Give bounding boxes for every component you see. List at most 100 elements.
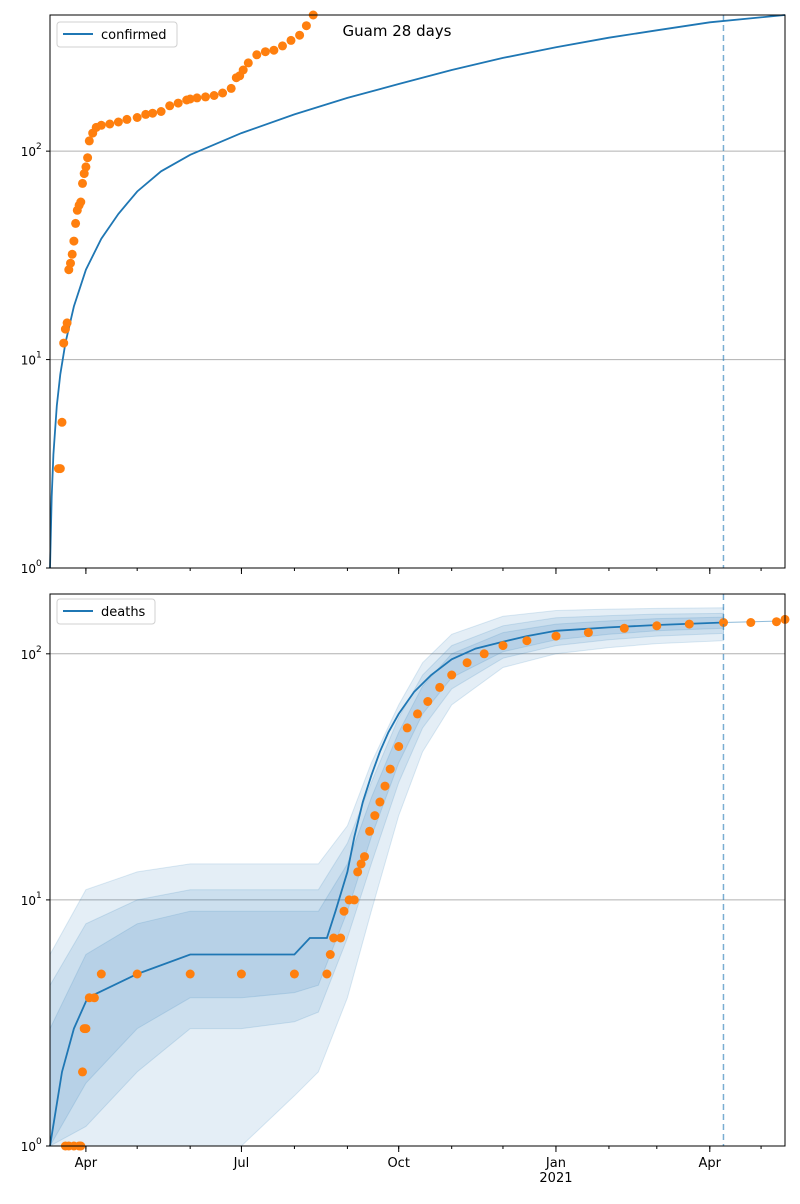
deaths-observed-point	[78, 1067, 87, 1077]
confirmed-observed-point	[78, 178, 87, 188]
deaths-observed-point	[132, 969, 142, 979]
deaths-axes-frame	[49, 593, 786, 1147]
confirmed-y-tick-label: 10	[21, 354, 36, 368]
confirmed-legend: confirmed	[56, 21, 178, 48]
deaths-legend-label: deaths	[101, 605, 146, 620]
deaths-observed-point	[619, 623, 629, 633]
confirmed-y-tick-exponent: 2	[36, 142, 42, 152]
deaths-observed-point	[652, 621, 662, 631]
deaths-observed-point	[413, 709, 422, 719]
deaths-y-tick-label: 10	[21, 1140, 36, 1154]
deaths-observed-point	[719, 618, 728, 627]
confirmed-observed-point	[84, 136, 94, 146]
confirmed-observed-point	[55, 464, 65, 474]
confirmed-observed-point	[132, 113, 142, 122]
confirmed-observed-point	[96, 120, 106, 130]
deaths-y-tick-exponent: 2	[36, 645, 42, 655]
confirmed-observed-point	[165, 101, 175, 111]
deaths-observed-point	[360, 852, 369, 862]
confirmed-chart-title: Guam 28 days	[343, 22, 452, 40]
deaths-observed-point	[356, 859, 366, 869]
deaths-x-tick-label: Apr	[699, 1156, 722, 1171]
confirmed-observed-point	[260, 47, 270, 57]
deaths-y-tick-exponent: 1	[36, 891, 42, 901]
deaths-y-tick-label: 10	[21, 648, 36, 662]
deaths-observed-point	[375, 797, 385, 807]
confirmed-observed-point	[83, 153, 93, 163]
deaths-observed-point	[772, 617, 781, 627]
confirmed-observed-point	[278, 41, 287, 51]
deaths-observed-point	[322, 969, 332, 979]
confirmed-observed-point	[201, 92, 210, 102]
confirmed-observed-point	[252, 50, 262, 60]
confirmed-observed-point	[286, 35, 296, 45]
deaths-legend: deaths	[56, 598, 156, 625]
confirmed-observed-point	[66, 258, 75, 268]
confirmed-observed-point	[209, 91, 219, 100]
deaths-observed-point	[394, 742, 404, 751]
confirmed-legend-label: confirmed	[101, 28, 167, 43]
deaths-x-tick-year-label: 2021	[539, 1171, 572, 1186]
deaths-confidence-band	[49, 607, 724, 1147]
confirmed-plot-area	[49, 10, 786, 569]
confirmed-y-tick-exponent: 1	[36, 351, 42, 361]
deaths-y-tick-exponent: 0	[36, 1137, 42, 1147]
deaths-x-tick-label: Oct	[387, 1156, 409, 1171]
deaths-observed-point	[435, 682, 445, 692]
confirmed-observed-point	[105, 119, 115, 129]
confirmed-observed-point	[67, 249, 77, 259]
confirmed-y-tick-exponent: 0	[36, 559, 42, 569]
confirmed-y-tick-label: 10	[21, 145, 36, 159]
deaths-observed-point	[498, 641, 508, 651]
deaths-observed-point	[746, 618, 756, 627]
confirmed-observed-point	[185, 94, 195, 104]
deaths-observed-point	[370, 811, 380, 821]
deaths-observed-point	[684, 619, 694, 629]
deaths-observed-point	[325, 950, 335, 959]
confirmed-y-tick-label: 10	[21, 562, 36, 576]
deaths-observed-point	[551, 631, 561, 641]
confirmed-model-line	[49, 14, 786, 569]
deaths-observed-point	[329, 933, 339, 943]
deaths-x-tick-label: Apr	[75, 1156, 98, 1171]
confirmed-legend-box	[56, 21, 178, 48]
confirmed-axes-frame	[49, 14, 786, 569]
deaths-observed-point	[365, 826, 375, 836]
deaths-observed-point	[583, 628, 593, 638]
confirmed-observed-point	[269, 45, 279, 55]
deaths-observed-point	[385, 764, 395, 774]
deaths-observed-point	[353, 867, 363, 877]
deaths-x-tick-label: Jan	[545, 1156, 566, 1171]
deaths-observed-point	[447, 670, 457, 680]
confirmed-observed-point	[243, 58, 253, 68]
deaths-model-line	[49, 621, 724, 1147]
confirmed-observed-point	[57, 417, 67, 427]
confirmed-observed-point	[122, 114, 132, 124]
deaths-observed-point	[380, 781, 390, 791]
confirmed-observed-point	[218, 88, 228, 98]
deaths-observed-point	[185, 969, 195, 979]
confirmed-observed-point	[156, 107, 166, 116]
confirmed-observed-point	[76, 197, 86, 207]
deaths-observed-point	[81, 1024, 91, 1034]
deaths-observed-point	[236, 969, 246, 979]
confirmed-observed-point	[62, 318, 72, 328]
deaths-observed-point	[339, 906, 349, 916]
confirmed-observed-point	[173, 98, 183, 108]
confirmed-observed-point	[226, 83, 236, 93]
deaths-observed-point	[289, 969, 299, 979]
deaths-observed-point	[402, 723, 412, 733]
confirmed-observed-point	[301, 21, 311, 31]
confirmed-observed-point	[81, 162, 91, 172]
confirmed-observed-point	[69, 236, 79, 246]
deaths-observed-point	[423, 697, 433, 706]
deaths-observed-point	[479, 649, 489, 659]
deaths-x-tick-label: Jul	[233, 1156, 250, 1171]
confirmed-observed-point	[113, 117, 123, 127]
confirmed-observed-point	[238, 65, 248, 75]
deaths-observed-point	[96, 969, 106, 979]
deaths-observed-point	[522, 636, 532, 646]
